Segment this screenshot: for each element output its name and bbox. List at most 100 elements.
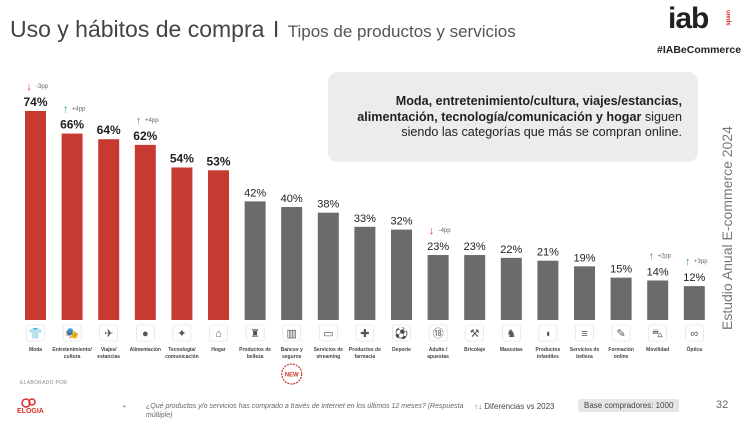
value-label: 12% [683,272,705,284]
change-label: +4pp [72,107,86,113]
value-label: 22% [500,244,522,256]
bar [427,255,449,320]
theater-masks-icon: 🎭 [65,328,79,340]
elogia-logo: ELOGIA [17,398,44,415]
icon-box [501,324,521,342]
icon-box [245,324,265,342]
glasses-icon: ∞ [690,328,698,340]
icon-box [209,324,228,342]
survey-question: ¿Qué productos y/o servicios has comprad… [146,403,464,419]
value-label: 23% [464,241,486,253]
down-arrow-icon: ↓ [429,225,435,237]
category-label: Productos [536,347,561,353]
value-label: 14% [647,266,669,278]
bar [281,207,303,320]
tshirt-icon: 👕 [29,327,43,340]
category-label: Bricolaje [464,347,485,353]
bar [317,212,339,320]
icon-box [538,324,558,342]
category-label: Viajes/ [101,347,117,353]
change-label: +3pp [694,259,708,265]
tv-icon: ▭ [323,328,333,340]
new-badge-text: NEW [285,373,299,379]
up-arrow-icon: ↑ [474,402,478,411]
base-badge: Base compradores: 1000 [578,399,680,412]
comb-icon: ≡ [581,328,587,340]
hashtag: #IABeCommerce [657,44,742,56]
up-arrow-icon: ↑ [63,104,69,116]
callout-text: Moda, entretenimiento/cultura, viajes/es… [342,94,682,141]
icon-box [611,324,631,342]
value-label: 23% [427,241,449,253]
page-title: Uso y hábitos de compra [10,16,265,42]
value-label: 21% [537,247,559,259]
change-label: +2pp [657,253,671,259]
icon-box [392,324,411,342]
bar [61,133,83,320]
category-label: Hogar [211,347,226,353]
category-label: Alimentación [130,347,161,353]
up-arrow-icon: ↑ [685,256,691,268]
category-label: estancias [97,354,120,360]
icon-box [575,324,594,342]
bar [354,226,376,320]
bar [171,167,193,320]
category-label: belleza [247,354,264,360]
logo-sub: spain [726,10,732,26]
side-study-label: Estudio Anual E-commerce 2024 [719,126,735,330]
icon-box [26,324,45,342]
category-label: belleza [576,354,593,360]
bar [500,257,522,320]
bar [208,170,229,320]
category-label: Movilidad [646,347,669,353]
value-label: 15% [610,264,632,276]
satellite-icon: ✦ [177,328,186,340]
apple-icon: ● [142,328,149,340]
value-label: 32% [390,216,412,228]
adult-18-icon: ⑱ [433,327,444,340]
value-label: 53% [206,154,230,168]
change-label: +4pp [145,118,159,124]
pencil-icon: ✎ [616,328,625,340]
bar [464,255,486,320]
car-icon: ⛍ [652,328,663,340]
icon-box [648,324,668,342]
category-label: Deporte [392,347,411,353]
category-label: Adulto / [429,347,448,353]
differences-label: Diferencias vs 2023 [484,402,555,411]
perfume-icon: ♜ [250,328,260,340]
value-label: 19% [573,252,595,264]
up-arrow-icon: ↑ [648,250,654,262]
bank-icon: ▥ [286,328,296,340]
bar [391,229,412,320]
up-arrow-icon: ↑ [136,115,142,127]
value-label: 64% [97,123,121,137]
icon-box [318,324,338,342]
category-label: Óptica [687,345,703,353]
bar [134,144,156,320]
icon-box [282,324,302,342]
category-label: Moda [29,347,42,353]
page-header: Uso y hábitos de compra I Tipos de produ… [10,16,516,43]
value-label: 40% [281,193,303,205]
differences-legend: ↑↓ Diferencias vs 2023 [474,402,555,411]
callout-bold: Moda, entretenimiento/cultura, viajes/es… [357,94,682,124]
logo-text: iab [668,2,709,35]
bar [610,277,632,320]
icon-box [99,324,118,342]
icon-box [62,324,82,342]
callout-normal: siguen siendo las categorías que más se … [401,109,682,140]
value-label: 33% [354,213,376,225]
rubber-duck-icon: ◖ [545,328,552,340]
icon-box [684,324,704,342]
title-separator: I [272,16,280,42]
bar [537,260,559,320]
value-label: 38% [317,199,339,211]
new-badge [281,363,303,385]
category-label: Mascotas [500,347,523,353]
category-label: streaming [316,354,340,360]
value-label: 66% [60,118,84,132]
icon-box [136,324,155,342]
category-label: Entretenimiento/ [52,347,92,353]
icon-box [428,324,448,342]
